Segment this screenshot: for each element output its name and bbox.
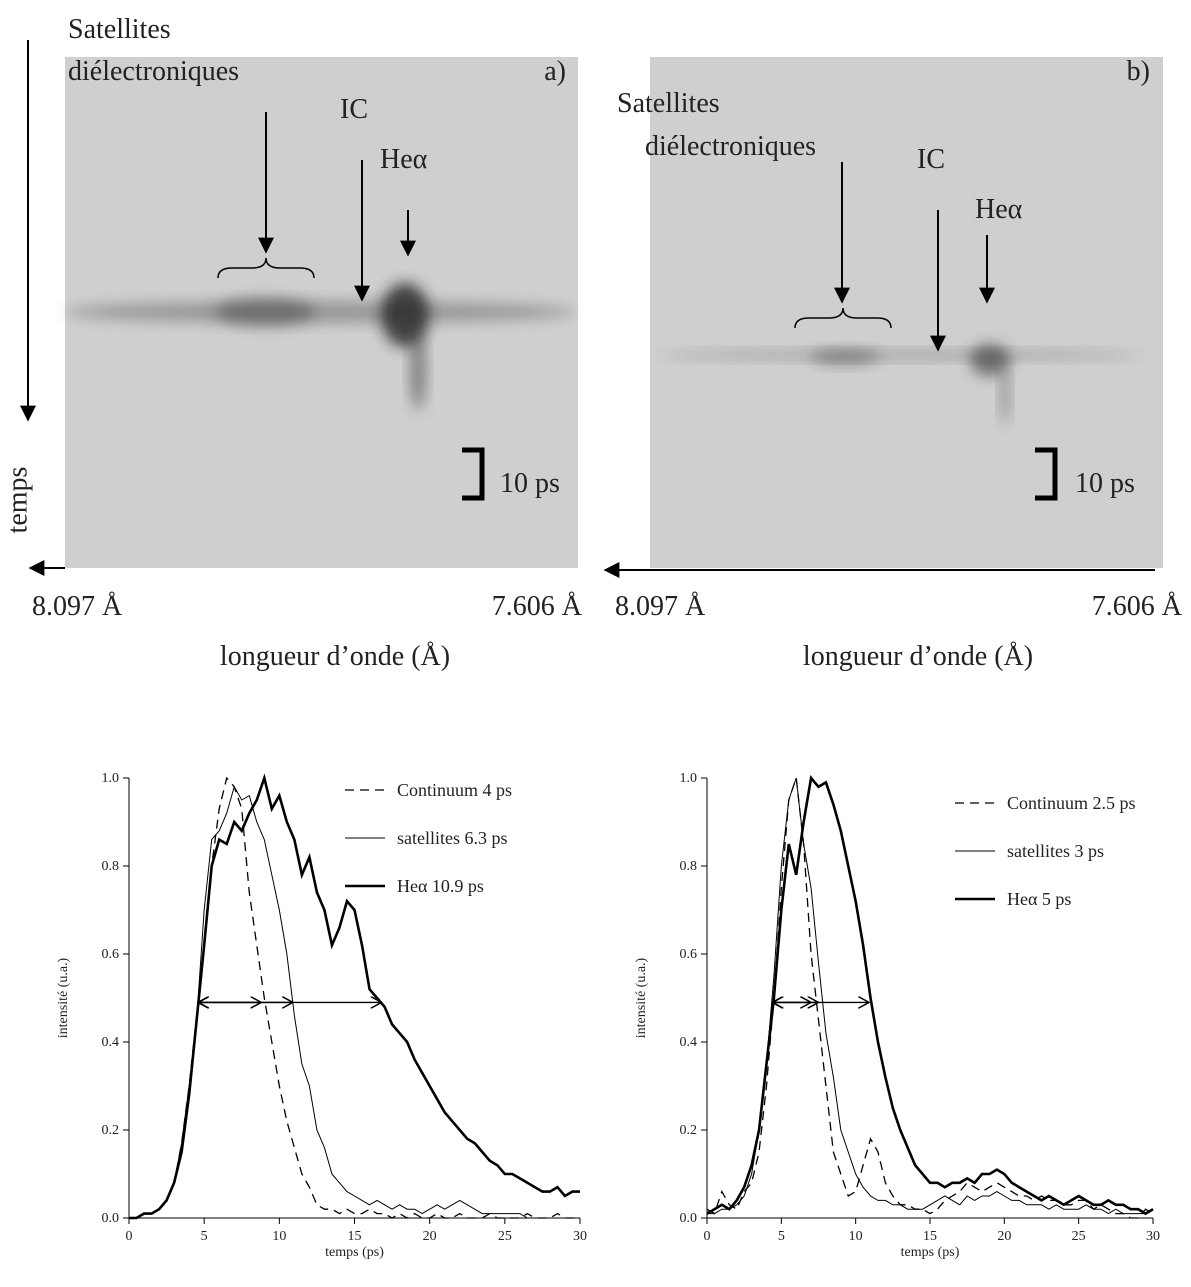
ic-label: IC: [917, 144, 945, 175]
legend-label: satellites 3 ps: [1007, 841, 1104, 861]
y-tick-label: 0.6: [102, 947, 120, 962]
panel-tag: b): [1127, 56, 1150, 87]
x-tick-label: 30: [1146, 1229, 1160, 1244]
y-tick-label: 0.8: [102, 859, 120, 874]
x-tick-label: 30: [573, 1229, 587, 1244]
x-tick-label: 10: [272, 1229, 286, 1244]
annotation-arrows-b: [603, 162, 1155, 578]
x-tick-label: 20: [423, 1229, 437, 1244]
x-tick-label: 20: [997, 1229, 1011, 1244]
legend-label: Continuum 2.5 ps: [1007, 793, 1136, 813]
x-axis-label: temps (ps): [901, 1245, 960, 1260]
time-label: temps: [2, 467, 33, 534]
scale-label: 10 ps: [500, 468, 560, 499]
x-left-label: 8.097 Å: [32, 591, 123, 622]
y-tick-label: 0.2: [680, 1123, 698, 1138]
series-line: [706, 775, 1154, 1216]
x-left-label: 8.097 Å: [615, 591, 706, 622]
panel-b-labels: Satellites diélectroniques b) IC Heα 10 …: [615, 56, 1183, 672]
x-tick-label: 5: [778, 1229, 785, 1244]
y-tick-label: 0.0: [680, 1211, 698, 1226]
series-line: [706, 777, 1154, 1219]
satellites-label: Satellites: [617, 88, 720, 119]
legend-label: satellites 6.3 ps: [397, 828, 508, 848]
x-axis-label: longueur d’onde (Å): [803, 641, 1033, 672]
y-tick-label: 0.8: [680, 859, 698, 874]
y-axis-label: intensité (u.a.): [634, 957, 649, 1038]
x-tick-label: 25: [498, 1229, 512, 1244]
x-axis-label: longueur d’onde (Å): [220, 641, 450, 672]
panel-tag: a): [544, 56, 566, 87]
satellites-label: diélectroniques: [68, 56, 239, 87]
y-tick-label: 0.4: [680, 1035, 698, 1050]
x-right-label: 7.606 Å: [1092, 591, 1183, 622]
y-axis-label: intensité (u.a.): [56, 957, 71, 1038]
x-tick-label: 15: [348, 1229, 362, 1244]
series-line: [129, 776, 580, 1219]
series-line: [129, 773, 580, 1220]
satellites-label: Satellites: [68, 14, 171, 45]
series-line: [129, 785, 580, 1219]
legend-label: Heα 10.9 ps: [397, 876, 484, 896]
x-axis-label: temps (ps): [325, 1245, 384, 1260]
x-tick-label: 15: [923, 1229, 937, 1244]
y-tick-label: 1.0: [102, 771, 120, 786]
panel-a-labels: Satellites diélectroniques a) IC Heα 10 …: [32, 14, 583, 672]
y-tick-label: 1.0: [680, 771, 698, 786]
legend-label: Heα 5 ps: [1007, 889, 1071, 909]
x-tick-label: 0: [126, 1229, 133, 1244]
y-tick-label: 0.2: [102, 1123, 120, 1138]
x-right-label: 7.606 Å: [492, 591, 583, 622]
series-line: [707, 777, 1154, 1215]
x-tick-label: 0: [704, 1229, 711, 1244]
y-tick-label: 0.0: [102, 1211, 120, 1226]
x-tick-label: 25: [1072, 1229, 1086, 1244]
legend-label: Continuum 4 ps: [397, 780, 512, 800]
hea-label: Heα: [975, 194, 1023, 225]
ic-label: IC: [340, 94, 368, 125]
satellites-label: diélectroniques: [645, 131, 816, 162]
scale-label: 10 ps: [1075, 468, 1135, 499]
hea-label: Heα: [380, 144, 428, 175]
streak-image-b: [650, 57, 1163, 568]
annotation-arrows-a: [20, 40, 485, 576]
x-tick-label: 10: [849, 1229, 863, 1244]
streak-image-a: [65, 57, 578, 568]
y-tick-label: 0.4: [102, 1035, 120, 1050]
y-tick-label: 0.6: [680, 947, 698, 962]
x-tick-label: 5: [201, 1229, 208, 1244]
